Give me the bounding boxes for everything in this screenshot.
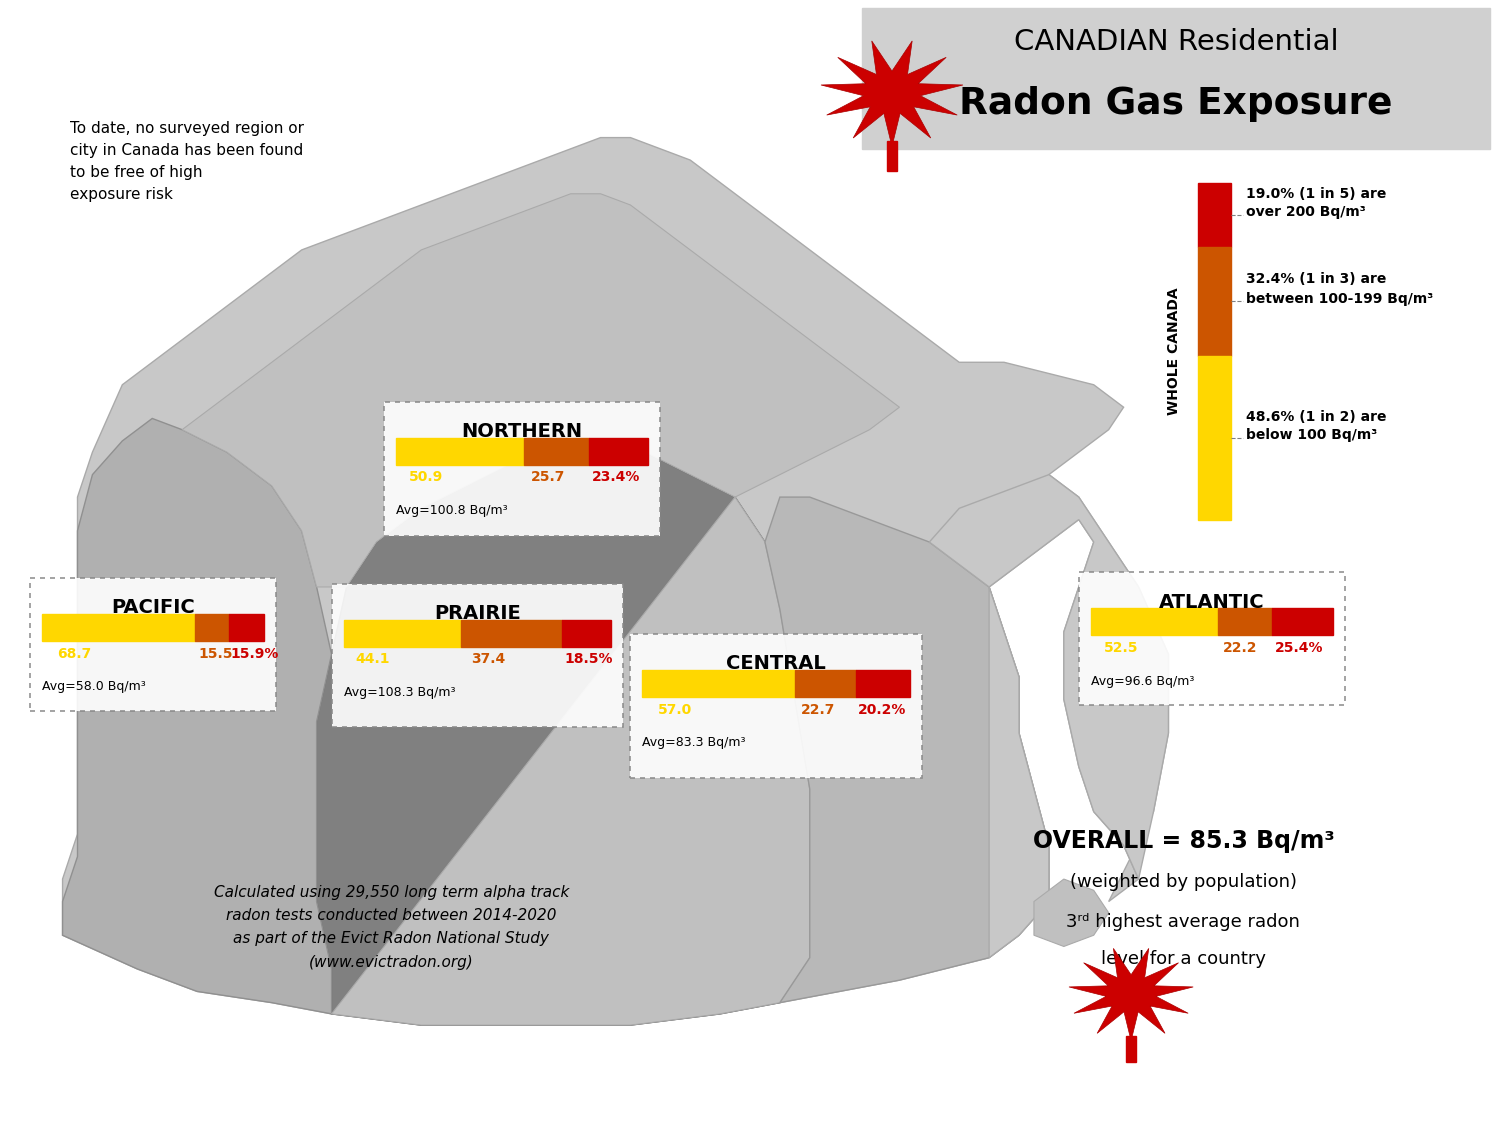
Text: over 200 Bq/m³: over 200 Bq/m³ [1246, 205, 1366, 219]
Polygon shape [1034, 879, 1108, 946]
Text: below 100 Bq/m³: below 100 Bq/m³ [1246, 428, 1377, 443]
Text: 15.5: 15.5 [198, 647, 232, 660]
Bar [1126, 1036, 1136, 1062]
Polygon shape [316, 441, 810, 1025]
Bar [1198, 246, 1231, 356]
Text: Avg=100.8 Bq/m³: Avg=100.8 Bq/m³ [396, 504, 507, 517]
Text: To date, no surveyed region or
city in Canada has been found
to be free of high
: To date, no surveyed region or city in C… [70, 121, 304, 202]
Text: Avg=108.3 Bq/m³: Avg=108.3 Bq/m³ [344, 685, 454, 699]
Text: OVERALL = 85.3 Bq/m³: OVERALL = 85.3 Bq/m³ [1032, 829, 1334, 852]
Text: 22.2: 22.2 [1222, 641, 1257, 655]
Text: 25.7: 25.7 [531, 470, 566, 484]
Polygon shape [182, 194, 900, 1025]
Text: Radon Gas Exposure: Radon Gas Exposure [958, 86, 1392, 122]
Text: level for a country: level for a country [1101, 949, 1266, 968]
Bar [462, 620, 561, 647]
Bar [1090, 609, 1218, 636]
Bar [396, 438, 525, 464]
Text: 57.0: 57.0 [657, 702, 692, 717]
Text: 37.4: 37.4 [471, 653, 506, 666]
Polygon shape [821, 41, 963, 147]
Polygon shape [765, 497, 1048, 1003]
Bar [230, 614, 264, 641]
Text: PACIFIC: PACIFIC [111, 598, 195, 618]
Bar [1198, 356, 1231, 519]
Bar [195, 614, 230, 641]
Text: CENTRAL: CENTRAL [726, 655, 827, 673]
Text: 18.5%: 18.5% [564, 653, 612, 666]
Bar [795, 671, 855, 697]
Text: CANADIAN Residential: CANADIAN Residential [1014, 28, 1338, 56]
Bar [1272, 609, 1334, 636]
Text: 68.7: 68.7 [57, 647, 92, 660]
Text: 32.4% (1 in 3) are: 32.4% (1 in 3) are [1246, 272, 1386, 286]
Bar [886, 141, 897, 170]
Text: 20.2%: 20.2% [858, 702, 906, 717]
Bar [525, 438, 590, 464]
Text: 25.4%: 25.4% [1275, 641, 1323, 655]
Text: NORTHERN: NORTHERN [462, 422, 582, 440]
Bar [561, 620, 610, 647]
Bar [1198, 183, 1231, 246]
Text: 48.6% (1 in 2) are: 48.6% (1 in 2) are [1246, 411, 1386, 425]
Bar [1218, 609, 1272, 636]
FancyBboxPatch shape [332, 584, 622, 727]
Bar [590, 438, 648, 464]
Text: 44.1: 44.1 [356, 653, 390, 666]
Bar [42, 614, 195, 641]
Text: 19.0% (1 in 5) are: 19.0% (1 in 5) are [1246, 187, 1386, 201]
Text: Avg=58.0 Bq/m³: Avg=58.0 Bq/m³ [42, 680, 146, 693]
Text: 50.9: 50.9 [408, 470, 442, 484]
Polygon shape [930, 474, 1168, 957]
Bar [642, 671, 795, 697]
Text: 3ʳᵈ highest average radon: 3ʳᵈ highest average radon [1066, 912, 1300, 930]
Polygon shape [63, 419, 332, 1014]
Text: 23.4%: 23.4% [592, 470, 640, 484]
Bar [855, 671, 910, 697]
Text: Calculated using 29,550 long term alpha track
radon tests conducted between 2014: Calculated using 29,550 long term alpha … [213, 885, 568, 970]
Polygon shape [1070, 948, 1192, 1041]
FancyBboxPatch shape [30, 578, 276, 710]
Text: 15.9%: 15.9% [231, 647, 279, 660]
Text: PRAIRIE: PRAIRIE [433, 604, 520, 623]
FancyBboxPatch shape [1078, 572, 1346, 704]
Text: WHOLE CANADA: WHOLE CANADA [1167, 287, 1182, 414]
Text: 52.5: 52.5 [1104, 641, 1138, 655]
Bar [862, 8, 1490, 149]
FancyBboxPatch shape [384, 402, 660, 536]
Text: (weighted by population): (weighted by population) [1070, 874, 1298, 892]
Bar [344, 620, 462, 647]
Polygon shape [63, 138, 1168, 1025]
Text: 22.7: 22.7 [801, 702, 836, 717]
FancyBboxPatch shape [630, 634, 922, 778]
Text: between 100-199 Bq/m³: between 100-199 Bq/m³ [1246, 292, 1434, 306]
Text: Avg=83.3 Bq/m³: Avg=83.3 Bq/m³ [642, 736, 746, 750]
Text: ATLANTIC: ATLANTIC [1160, 593, 1264, 612]
Text: Avg=96.6 Bq/m³: Avg=96.6 Bq/m³ [1090, 675, 1194, 688]
